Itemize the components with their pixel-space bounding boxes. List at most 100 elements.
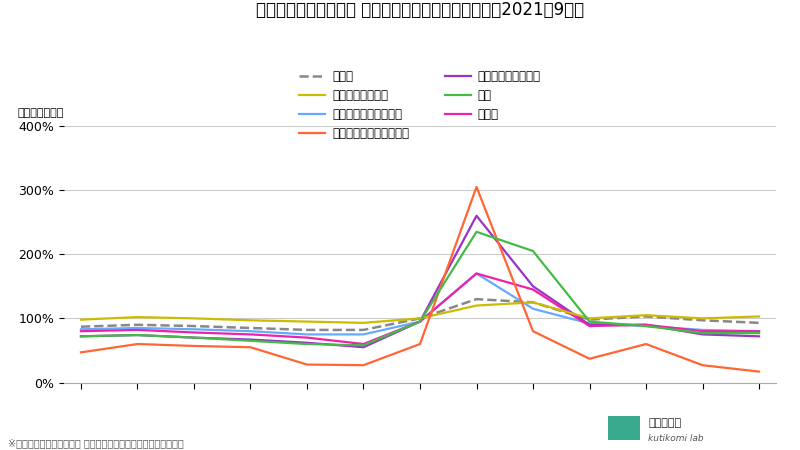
ファミリーレストラン (642, 324, 651, 329)
ディナーレストラン (133, 333, 142, 338)
ファーストフード (76, 317, 86, 322)
全　体 (698, 318, 707, 323)
喫茶 (415, 319, 425, 324)
ファミリーレストラン (302, 332, 312, 337)
ファーストフード (585, 316, 594, 321)
喫茶 (189, 335, 198, 340)
喫茶 (698, 330, 707, 336)
パブレストラン／居酒屋 (698, 363, 707, 368)
ディナーレストラン (189, 335, 198, 340)
全　体 (754, 320, 764, 325)
全　体 (76, 324, 86, 329)
Line: 喫茶: 喫茶 (81, 232, 759, 345)
パブレストラン／居酒屋 (133, 341, 142, 346)
パブレストラン／居酒屋 (246, 345, 255, 350)
パブレストラン／居酒屋 (76, 350, 86, 355)
喫茶 (642, 324, 651, 329)
ファミリーレストラン (246, 328, 255, 334)
ファーストフード (302, 319, 312, 324)
その他 (302, 335, 312, 340)
ディナーレストラン (76, 333, 86, 339)
その他 (133, 327, 142, 333)
Text: （前年同月比）: （前年同月比） (18, 108, 64, 118)
ディナーレストラン (642, 322, 651, 328)
パブレストラン／居酒屋 (302, 362, 312, 367)
全　体 (302, 327, 312, 333)
その他 (698, 328, 707, 334)
パブレストラン／居酒屋 (754, 369, 764, 374)
全　体 (189, 324, 198, 329)
パブレストラン／居酒屋 (358, 363, 368, 368)
Legend: 全　体, ファーストフード, ファミリーレストラン, パブレストラン／居酒屋, ディナーレストラン, 喫茶, その他: 全 体, ファーストフード, ファミリーレストラン, パブレストラン／居酒屋, … (299, 70, 541, 140)
喫茶 (358, 342, 368, 348)
全　体 (133, 322, 142, 328)
Text: ロコミラボ: ロコミラボ (649, 418, 682, 428)
喫茶 (472, 229, 482, 234)
Line: ディナーレストラン: ディナーレストラン (81, 216, 759, 347)
喫茶 (246, 338, 255, 343)
ディナーレストラン (585, 322, 594, 328)
パブレストラン／居酒屋 (189, 343, 198, 349)
その他 (76, 328, 86, 334)
パブレストラン／居酒屋 (642, 341, 651, 346)
ファーストフード (528, 300, 538, 305)
全　体 (585, 317, 594, 322)
Line: その他: その他 (81, 274, 759, 344)
ファミリーレストラン (415, 319, 425, 324)
その他 (754, 328, 764, 334)
ファーストフード (189, 316, 198, 321)
その他 (415, 319, 425, 324)
ファミリーレストラン (585, 321, 594, 326)
全　体 (246, 325, 255, 331)
その他 (189, 330, 198, 335)
ディナーレストラン (302, 340, 312, 346)
ファーストフード (358, 320, 368, 325)
ディナーレストラン (528, 284, 538, 289)
その他 (528, 287, 538, 292)
ファミリーレストラン (189, 327, 198, 332)
ファミリーレストラン (133, 325, 142, 331)
喫茶 (302, 341, 312, 346)
Line: ファーストフード: ファーストフード (81, 302, 759, 323)
パブレストラン／居酒屋 (472, 184, 482, 189)
ファーストフード (754, 314, 764, 319)
ディナーレストラン (472, 213, 482, 218)
その他 (642, 322, 651, 328)
Text: ※日本フードサービス協会 外食産業市場動向調査より編集部作成: ※日本フードサービス協会 外食産業市場動向調査より編集部作成 (8, 438, 184, 448)
パブレストラン／居酒屋 (585, 356, 594, 361)
Line: 全　体: 全 体 (81, 299, 759, 330)
Line: ファミリーレストラン: ファミリーレストラン (81, 274, 759, 334)
その他 (472, 271, 482, 276)
全　体 (528, 300, 538, 305)
ファーストフード (642, 312, 651, 318)
ファミリーレストラン (754, 328, 764, 334)
ディナーレストラン (754, 333, 764, 339)
FancyBboxPatch shape (608, 416, 640, 441)
Line: パブレストラン／居酒屋: パブレストラン／居酒屋 (81, 187, 759, 372)
ファーストフード (246, 318, 255, 323)
パブレストラン／居酒屋 (528, 328, 538, 334)
全　体 (642, 314, 651, 319)
その他 (246, 332, 255, 337)
喫茶 (528, 248, 538, 254)
その他 (585, 324, 594, 329)
ファミリーレストラン (76, 327, 86, 332)
ファミリーレストラン (698, 327, 707, 333)
Title: 外食産業市場動向調査 業態別売上高（前年同月比）【2021年9月】: 外食産業市場動向調査 業態別売上高（前年同月比）【2021年9月】 (256, 1, 584, 19)
ファミリーレストラン (472, 271, 482, 276)
ファーストフード (698, 316, 707, 321)
全　体 (415, 316, 425, 321)
ディナーレストラン (246, 337, 255, 342)
ファーストフード (472, 303, 482, 308)
パブレストラン／居酒屋 (415, 341, 425, 346)
ファーストフード (133, 315, 142, 320)
ファミリーレストラン (528, 306, 538, 311)
ファミリーレストラン (358, 332, 368, 337)
その他 (358, 341, 368, 346)
ディナーレストラン (698, 332, 707, 337)
全　体 (358, 327, 368, 333)
喫茶 (133, 333, 142, 338)
全　体 (472, 297, 482, 302)
喫茶 (754, 330, 764, 336)
ディナーレストラン (415, 319, 425, 324)
